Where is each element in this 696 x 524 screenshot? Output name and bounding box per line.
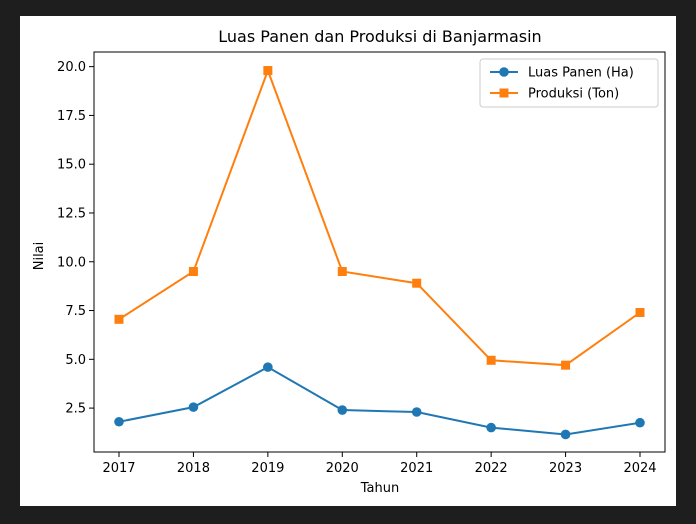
x-tick-label: 2020: [326, 461, 359, 476]
data-point: [411, 407, 422, 417]
y-tick-label: 12.5: [57, 206, 86, 221]
x-axis-label: Tahun: [360, 481, 399, 496]
legend-label: Luas Panen (Ha): [528, 66, 634, 81]
series-layer: [114, 66, 645, 440]
data-point: [560, 429, 571, 440]
legend-marker: [499, 88, 509, 98]
data-point: [337, 405, 348, 415]
data-point: [486, 422, 496, 433]
y-tick-label: 10.0: [57, 255, 86, 270]
y-tick-label: 5.0: [65, 353, 86, 368]
data-point: [635, 307, 645, 317]
x-tick-label: 2019: [251, 461, 284, 476]
legend: Luas Panen (Ha) Produksi (Ton): [479, 58, 659, 108]
series-line-1: [118, 67, 641, 367]
chart-figure: Luas Panen dan Produksi di Banjarmasin 2…: [20, 16, 676, 506]
data-point: [486, 355, 496, 365]
data-point: [412, 278, 422, 288]
chart-title: Luas Panen dan Produksi di Banjarmasin: [218, 27, 541, 46]
data-point: [337, 267, 347, 277]
x-tick-label: 2024: [623, 461, 656, 476]
data-point: [114, 416, 124, 427]
x-tick-label: 2022: [475, 461, 508, 476]
y-tick-label: 7.5: [65, 304, 86, 319]
data-point: [188, 402, 199, 412]
x-axis: 2017 2018 2019 2020 2021 2022 2023 2024: [102, 452, 657, 476]
x-tick-label: 2018: [177, 461, 210, 476]
line-chart: Luas Panen dan Produksi di Banjarmasin 2…: [32, 27, 666, 496]
y-tick-label: 17.5: [57, 109, 86, 124]
legend-box: [479, 58, 659, 108]
data-point: [188, 267, 198, 277]
data-point: [263, 362, 273, 372]
data-point: [561, 360, 571, 370]
y-tick-label: 2.5: [65, 402, 86, 417]
x-tick-label: 2023: [549, 461, 582, 476]
axes-frame: [93, 51, 666, 453]
data-point: [635, 417, 645, 428]
data-point: [263, 66, 273, 76]
plot-area: [93, 51, 666, 453]
legend-label: Produksi (Ton): [528, 87, 619, 102]
y-axis: 2.5 5.0 7.5 10.0 12.5 15.0 17.5 20.0: [57, 60, 94, 417]
x-tick-label: 2021: [400, 461, 433, 476]
y-tick-label: 15.0: [57, 158, 86, 173]
y-axis-label: Nilai: [32, 242, 47, 271]
data-point: [114, 314, 124, 324]
legend-marker: [499, 67, 509, 77]
x-tick-label: 2017: [102, 461, 135, 476]
series-line-0: [118, 365, 641, 436]
y-tick-label: 20.0: [57, 60, 86, 75]
